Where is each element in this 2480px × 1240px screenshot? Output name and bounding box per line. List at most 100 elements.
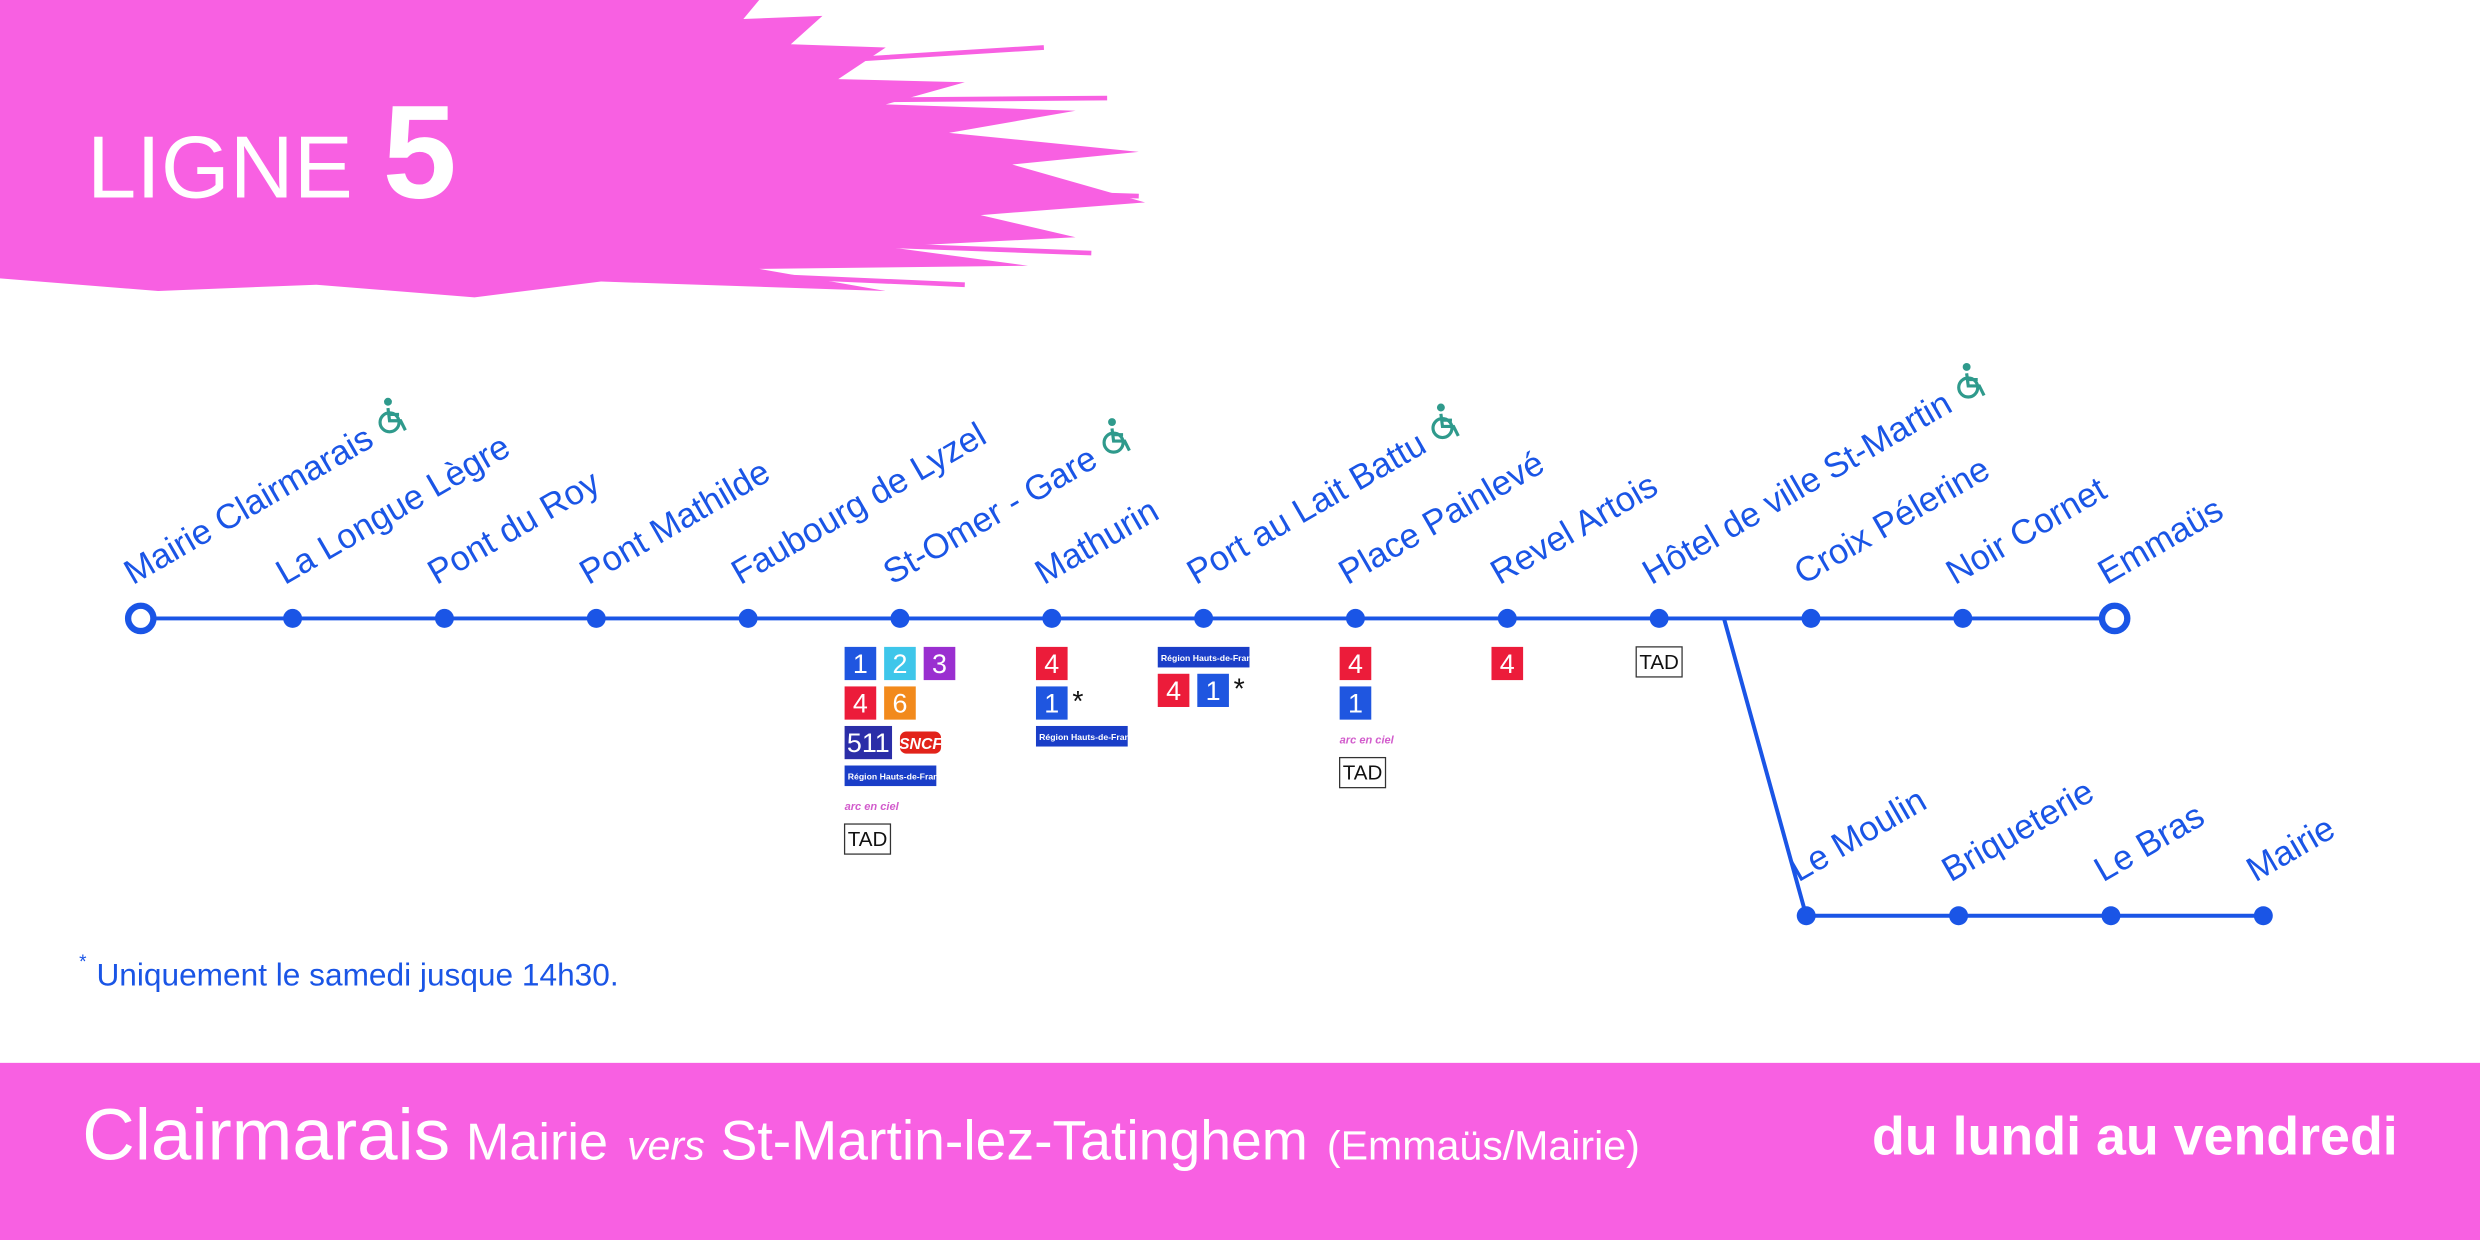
arc-logo: arc en ciel bbox=[1340, 734, 1395, 746]
stop bbox=[1497, 608, 1517, 628]
connection-line: 3 bbox=[923, 646, 956, 681]
stop-label: Mathurin bbox=[1029, 492, 1165, 593]
connection-line: 4 bbox=[1035, 646, 1068, 681]
connection-region: Région Hauts-de-France bbox=[1035, 725, 1140, 747]
tad-label: TAD bbox=[1639, 651, 1679, 674]
note-marker: * bbox=[1234, 673, 1245, 705]
accessibility-icon bbox=[1431, 403, 1460, 440]
connection-arc: arc en ciel bbox=[1340, 734, 1395, 746]
stop bbox=[1345, 608, 1365, 628]
stop-label: Le Bras bbox=[2088, 797, 2211, 890]
line-badge bbox=[844, 686, 877, 720]
connection-region: Région Hauts-de-France bbox=[1157, 646, 1262, 668]
icon-body bbox=[386, 407, 407, 431]
terminus bbox=[124, 602, 157, 635]
stop-label-group: Mairie bbox=[2240, 809, 2341, 889]
line-badge-label: 4 bbox=[1044, 649, 1059, 679]
line-badge-label: 1 bbox=[1044, 689, 1059, 719]
footer-title: Clairmarais Mairie vers St-Martin-lez-Tatin… bbox=[82, 1094, 1640, 1175]
connection-line: 4 bbox=[1339, 646, 1372, 681]
line-badge-label: 1 bbox=[853, 649, 868, 679]
connection-line: 4 bbox=[844, 686, 877, 720]
line-badge-label: 4 bbox=[853, 689, 868, 719]
icon-head bbox=[384, 397, 392, 406]
footer-via: vers bbox=[627, 1122, 705, 1168]
stop-label-group: Briqueterie bbox=[1936, 772, 2101, 889]
line-badge-label: 4 bbox=[1500, 649, 1515, 679]
connection-line: 6 bbox=[884, 686, 916, 720]
line-badge bbox=[1197, 673, 1229, 707]
line-badge bbox=[1035, 646, 1068, 681]
stop bbox=[1042, 608, 1062, 628]
stop bbox=[1801, 608, 1821, 628]
stop-label-group: Le Moulin bbox=[1783, 781, 1933, 889]
connection-line: 511 bbox=[844, 725, 893, 760]
icon-body bbox=[1439, 413, 1460, 437]
stop bbox=[586, 608, 606, 628]
line-badge bbox=[923, 646, 956, 681]
connection-line: 4 bbox=[1157, 673, 1190, 707]
line-badge-label: 4 bbox=[1166, 676, 1181, 706]
accessibility-icon bbox=[378, 397, 407, 434]
footnote: Uniquement le samedi jusque 14h30. bbox=[96, 956, 618, 992]
stop-label-group: Le Bras bbox=[2088, 797, 2211, 890]
stop bbox=[1949, 906, 1969, 926]
icon-head bbox=[1108, 418, 1116, 427]
stop bbox=[2101, 906, 2121, 926]
stop-label-group: Mairie Clairmarais bbox=[118, 397, 407, 592]
icon-head bbox=[1962, 362, 1971, 371]
tad-badge bbox=[1339, 756, 1387, 789]
stop bbox=[890, 608, 910, 628]
icon-head bbox=[1436, 403, 1445, 412]
stop-label: Faubourg de Lyzel bbox=[725, 416, 992, 592]
header-brush bbox=[0, 0, 1146, 298]
footer-stop: Mairie bbox=[466, 1113, 608, 1171]
connection-star: * bbox=[1234, 673, 1245, 705]
stop-label-group: St-Omer - Gare bbox=[877, 418, 1131, 592]
stop-label-group: Emmaüs bbox=[2092, 491, 2230, 593]
tad-label: TAD bbox=[848, 828, 888, 851]
icon-body bbox=[1965, 373, 1986, 397]
stop-label-group: Port au Lait Battu bbox=[1181, 403, 1460, 592]
footer-destination-detail: (Emmaüs/Mairie) bbox=[1327, 1122, 1640, 1168]
terminus bbox=[2098, 602, 2131, 635]
stop bbox=[1796, 906, 1816, 926]
stop bbox=[283, 608, 303, 628]
stop bbox=[434, 608, 454, 628]
connection-star: * bbox=[1072, 686, 1083, 718]
region-label: Région Hauts-de-France bbox=[1161, 653, 1262, 663]
connection-line: 1 bbox=[1339, 686, 1372, 720]
connection-line: 1 bbox=[1035, 686, 1068, 720]
connection-arc: arc en ciel bbox=[845, 801, 900, 813]
line-badge bbox=[1035, 686, 1068, 720]
stop bbox=[1194, 608, 1214, 628]
line-badge-label: 4 bbox=[1348, 649, 1363, 679]
line-badge-label: 511 bbox=[847, 728, 890, 758]
line-badge-label: 1 bbox=[1206, 676, 1221, 706]
footer-band bbox=[0, 1062, 2480, 1240]
connection-line: 2 bbox=[884, 646, 916, 681]
line-number: 5 bbox=[383, 79, 457, 227]
accessibility-icon bbox=[1102, 418, 1131, 454]
connection-line: 4 bbox=[1491, 646, 1524, 681]
line-badge bbox=[844, 725, 893, 760]
connection-line: 1 bbox=[844, 646, 877, 681]
line-badge bbox=[1157, 673, 1190, 707]
accessibility-icon bbox=[1957, 362, 1986, 399]
stop bbox=[1953, 608, 1973, 628]
line-label: LIGNE bbox=[87, 118, 353, 217]
icon-body bbox=[1110, 428, 1131, 452]
region-label: Région Hauts-de-France bbox=[848, 772, 949, 782]
stop-label: Le Moulin bbox=[1783, 781, 1933, 889]
region-label: Région Hauts-de-France bbox=[1039, 732, 1140, 742]
region-logo bbox=[1157, 646, 1250, 668]
footer-destination: St-Martin-lez-Tatinghem bbox=[720, 1109, 1307, 1171]
region-logo bbox=[844, 765, 937, 787]
stop-label: Mairie bbox=[2240, 809, 2341, 889]
line-badge-label: 6 bbox=[892, 689, 907, 719]
tad-label: TAD bbox=[1343, 762, 1383, 785]
line-badge bbox=[884, 646, 916, 681]
